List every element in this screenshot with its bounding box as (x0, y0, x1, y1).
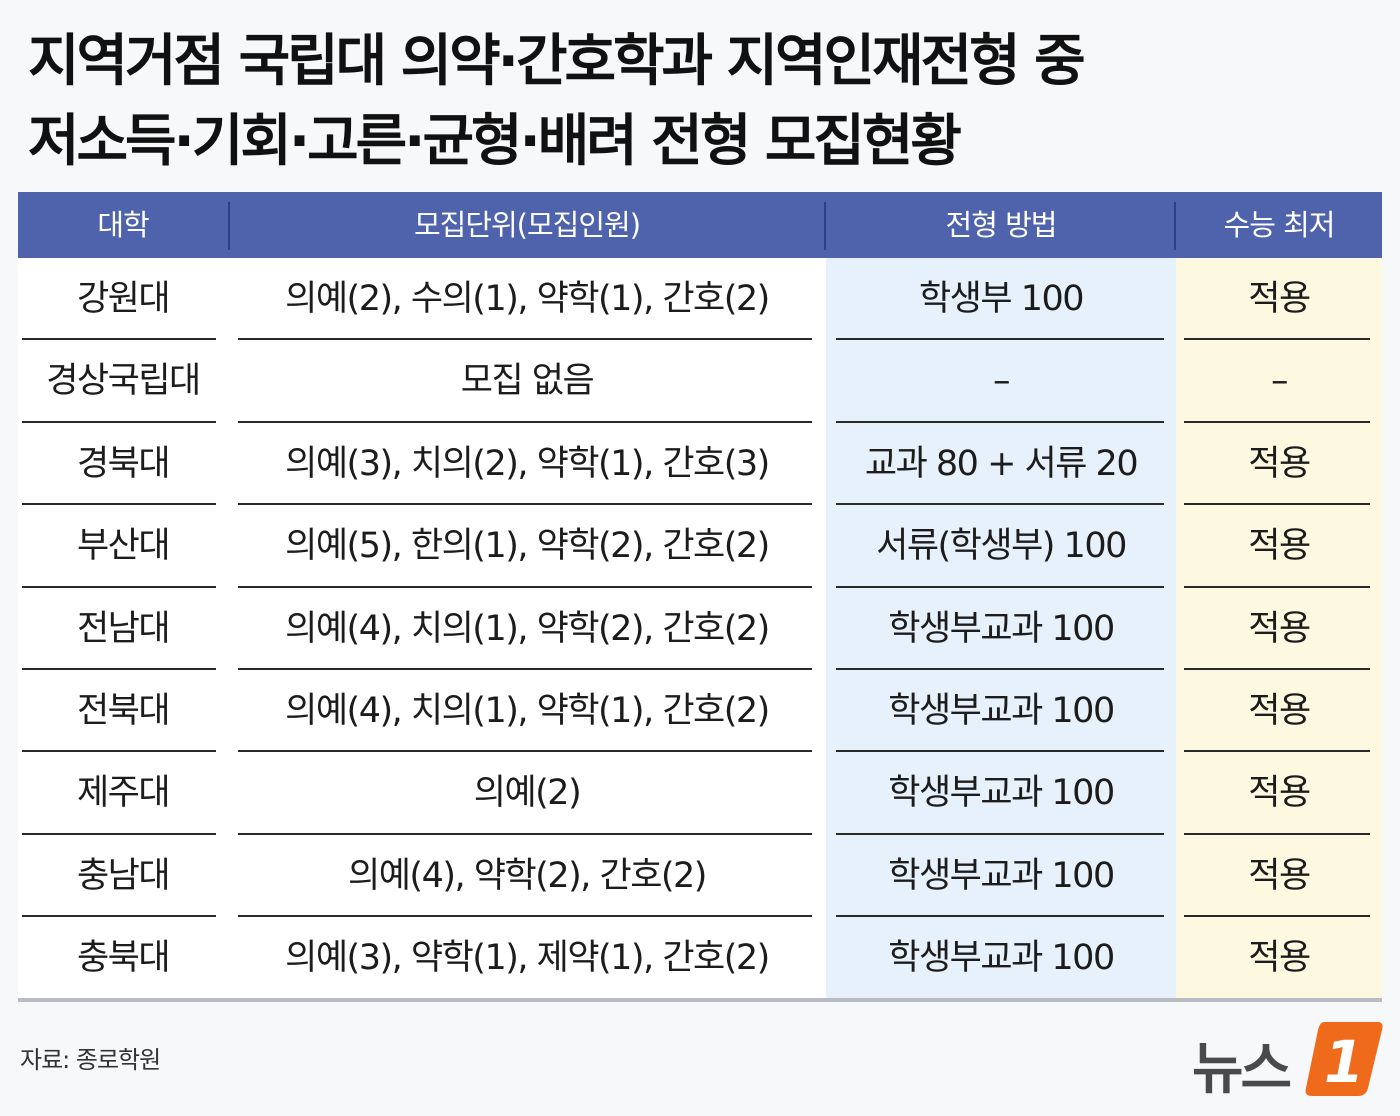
table-row: 전남대 의예(4), 치의(1), 약학(2), 간호(2) 학생부교과 100 적용 (18, 588, 1382, 670)
cell-univ: 강원대 (76, 279, 171, 319)
table-row: 충남대 의예(4), 약학(2), 간호(2) 학생부교과 100 적용 (18, 835, 1382, 918)
table-body-bg (18, 258, 826, 1000)
title-line-2: 저소득·기회·고른·균형·배려 전형 모집현황 (28, 109, 962, 174)
cell-min: 적용 (1248, 608, 1311, 649)
cell-method: 교과 80 + 서류 20 (864, 443, 1139, 484)
cell-units: 모집 없음 (460, 361, 595, 402)
row-divider (22, 420, 216, 423)
cell-method: 학생부교과 100 (888, 608, 1115, 649)
cell-method: 학생부교과 100 (888, 855, 1115, 896)
cell-units: 의예(2) (473, 773, 582, 814)
news1-logo: 뉴스 1 (1192, 1020, 1383, 1102)
logo-mark-text: 1 (1324, 1028, 1364, 1096)
row-divider (1184, 338, 1370, 341)
min-column-tint (1176, 258, 1382, 1000)
logo-mark-icon: 1 (1305, 1022, 1383, 1096)
source-note: 자료: 종로학원 (20, 1046, 161, 1074)
row-divider (836, 585, 1164, 588)
cell-univ: 경상국립대 (46, 361, 201, 402)
header-method: 전형 방법 (945, 208, 1058, 242)
row-divider (1184, 667, 1370, 670)
cell-min: 적용 (1248, 938, 1311, 979)
logo-text: 뉴스 (1192, 1037, 1292, 1102)
row-divider (836, 667, 1164, 670)
row-divider (836, 338, 1164, 341)
row-divider (22, 585, 216, 588)
page-title: 지역거점 국립대 의약·간호학과 지역인재전형 중 저소득·기회·고른·균형·배… (28, 22, 1378, 182)
header-min: 수능 최저 (1223, 208, 1336, 242)
cell-min: 적용 (1248, 526, 1311, 567)
cell-units: 의예(5), 한의(1), 약학(2), 간호(2) (285, 526, 770, 567)
cell-min: 적용 (1248, 773, 1311, 814)
row-divider (1184, 420, 1370, 423)
table-row: 경북대 의예(3), 치의(2), 약학(1), 간호(3) 교과 80 + 서류 … (18, 423, 1382, 506)
row-divider (22, 832, 216, 835)
row-divider (22, 338, 216, 341)
row-divider (836, 420, 1164, 423)
row-divider (1184, 750, 1370, 753)
row-divider (836, 915, 1164, 918)
row-divider (22, 503, 216, 506)
row-divider (238, 915, 812, 918)
table-row: 제주대 의예(2) 학생부교과 100 적용 (18, 752, 1382, 835)
cell-method: 학생부 100 (918, 279, 1085, 319)
cell-method: 학생부교과 100 (888, 773, 1115, 814)
cell-univ: 전북대 (76, 691, 171, 731)
header-separator (228, 202, 230, 250)
cell-univ: 경북대 (76, 443, 171, 484)
row-divider (22, 750, 216, 753)
row-divider (1184, 585, 1370, 588)
header-separator (1174, 202, 1176, 250)
cell-univ: 전남대 (76, 608, 171, 649)
cell-units: 의예(3), 약학(1), 제약(1), 간호(2) (285, 938, 770, 979)
title-line-1: 지역거점 국립대 의약·간호학과 지역인재전형 중 (28, 29, 1086, 94)
cell-univ: 제주대 (76, 773, 171, 814)
table-row: 충북대 의예(3), 약학(1), 제약(1), 간호(2) 학생부교과 100 적용 (18, 917, 1382, 999)
row-divider (238, 750, 812, 753)
cell-units: 의예(2), 수의(1), 약학(1), 간호(2) (285, 279, 770, 319)
row-divider (22, 915, 216, 918)
cell-min: 적용 (1248, 855, 1311, 896)
cell-min: 적용 (1248, 279, 1311, 319)
table-row: 부산대 의예(5), 한의(1), 약학(2), 간호(2) 서류(학생부) 100… (18, 505, 1382, 588)
row-divider (1184, 915, 1370, 918)
cell-univ: 충북대 (76, 938, 171, 979)
row-divider (1184, 832, 1370, 835)
cell-units: 의예(4), 치의(1), 약학(1), 간호(2) (285, 691, 770, 731)
cell-univ: 충남대 (76, 855, 171, 896)
row-divider (238, 832, 812, 835)
table-row: 전북대 의예(4), 치의(1), 약학(1), 간호(2) 학생부교과 100 적용 (18, 670, 1382, 753)
row-divider (836, 503, 1164, 506)
row-divider (238, 585, 812, 588)
row-divider (238, 503, 812, 506)
row-divider (238, 667, 812, 670)
table-header: 대학 모집단위(모집인원) 전형 방법 수능 최저 (18, 192, 1382, 258)
header-univ: 대학 (97, 208, 149, 242)
row-divider (22, 667, 216, 670)
cell-units: 의예(3), 치의(2), 약학(1), 간호(3) (285, 443, 770, 484)
table-row: 경상국립대 모집 없음 – – (18, 340, 1382, 423)
cell-units: 의예(4), 약학(2), 간호(2) (348, 855, 707, 896)
header-separator (824, 202, 826, 250)
table-bottom-rule (18, 998, 1382, 1002)
row-divider (1184, 503, 1370, 506)
recruitment-table: 대학 모집단위(모집인원) 전형 방법 수능 최저 강원대 의예(2), 수의(1… (18, 192, 1382, 1010)
cell-method: 서류(학생부) 100 (876, 526, 1127, 567)
header-units: 모집단위(모집인원) (413, 208, 641, 242)
table-row: 강원대 의예(2), 수의(1), 약학(1), 간호(2) 학생부 100 적용 (18, 258, 1382, 341)
cell-min: – (1271, 361, 1289, 402)
row-divider (836, 832, 1164, 835)
method-column-tint (826, 258, 1176, 1000)
row-divider (238, 338, 812, 341)
row-divider (836, 750, 1164, 753)
cell-univ: 부산대 (76, 526, 171, 567)
cell-method: 학생부교과 100 (888, 691, 1115, 731)
cell-min: 적용 (1248, 443, 1311, 484)
row-divider (238, 420, 812, 423)
cell-method: 학생부교과 100 (888, 938, 1115, 979)
cell-min: 적용 (1248, 691, 1311, 731)
cell-units: 의예(4), 치의(1), 약학(2), 간호(2) (285, 608, 770, 649)
cell-method: – (993, 361, 1011, 402)
